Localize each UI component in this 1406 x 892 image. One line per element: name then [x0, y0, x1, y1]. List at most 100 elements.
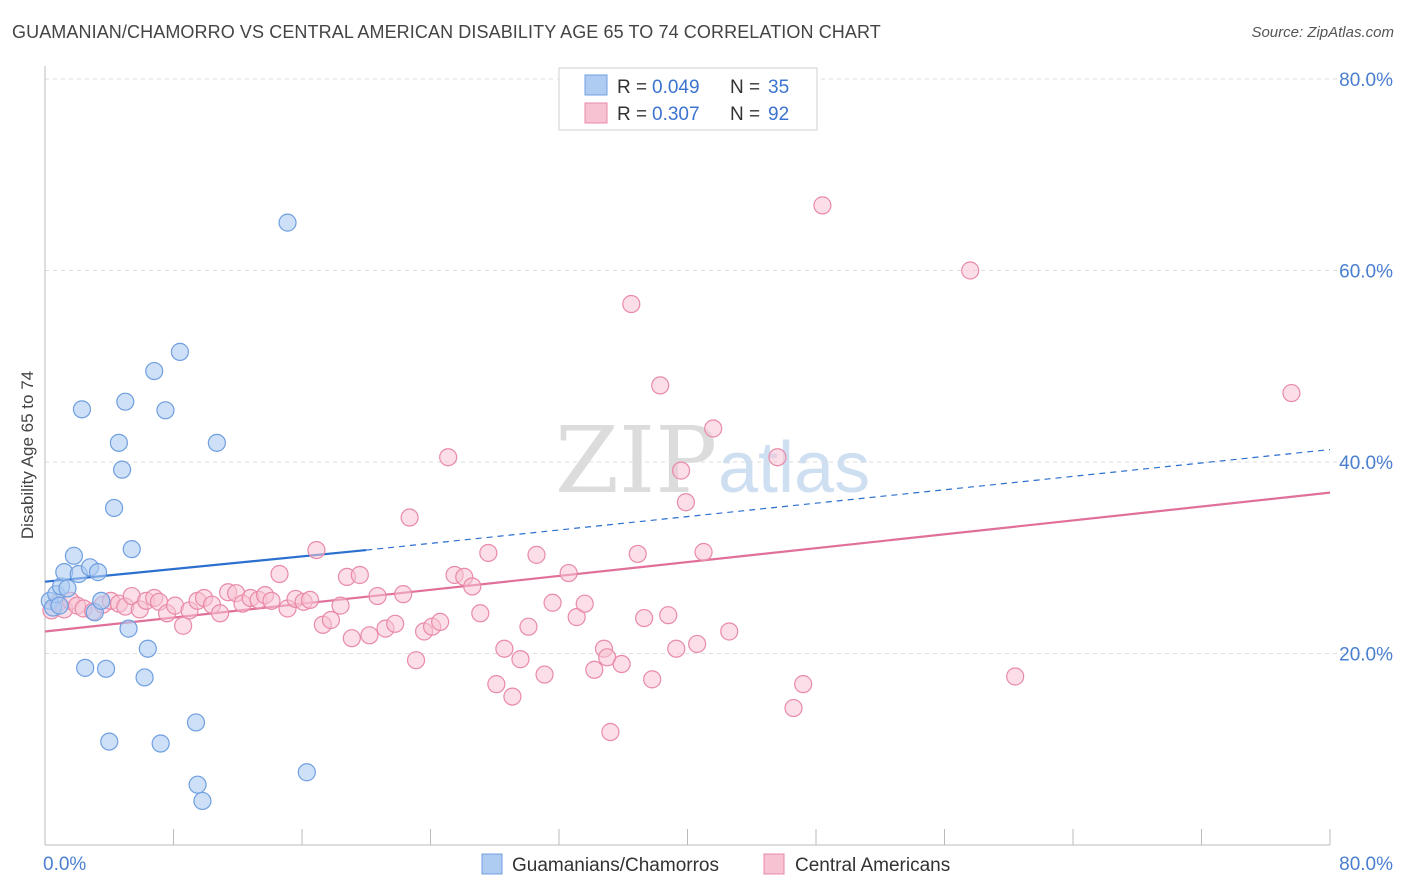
x-tick-labels: 0.0% 80.0% [43, 854, 1393, 875]
central-americans-point [174, 616, 193, 635]
legend-n-label: N = [730, 77, 760, 98]
central-americans-point [688, 634, 707, 654]
central-americans-point [784, 698, 803, 718]
central-americans-point [439, 448, 458, 467]
gridlines [45, 78, 1392, 654]
central-americans-point [394, 585, 413, 604]
central-americans-point [262, 591, 281, 610]
central-americans-point [270, 564, 289, 584]
y-tick-label: 20.0% [1339, 645, 1393, 666]
guamanians-point [72, 400, 92, 419]
guamanians-point [188, 775, 207, 794]
guamanians-point [109, 433, 128, 452]
guamanians-point [207, 433, 226, 452]
central-americans-point [676, 493, 695, 512]
central-americans-point [210, 604, 230, 623]
central-americans-point [511, 650, 530, 669]
central-americans-point [471, 604, 490, 623]
guamanians-point [88, 563, 108, 582]
legend-r-label: R = [617, 104, 647, 125]
central-americans-point [622, 294, 641, 314]
central-americans-point [635, 608, 654, 628]
central-americans-point [813, 196, 832, 215]
guamanians-point [58, 579, 77, 598]
central-americans-point [585, 660, 604, 679]
central-americans-point [694, 542, 713, 562]
guamanians-point [92, 591, 111, 610]
central-americans-point [720, 622, 739, 641]
central-americans-point [704, 419, 723, 438]
series-swatch-guamanians [481, 853, 503, 875]
central-americans-point [667, 639, 686, 658]
watermark-atlas: atlas [718, 428, 870, 508]
central-americans-point [961, 261, 980, 280]
central-americans-point [463, 577, 482, 596]
legend-n-value: 35 [768, 77, 789, 98]
central-americans-point [342, 629, 361, 648]
chart-title: GUAMANIAN/CHAMORRO VS CENTRAL AMERICAN D… [12, 22, 881, 42]
central-americans-point [495, 639, 514, 658]
central-americans-point [307, 540, 326, 560]
series-label-central-americans: Central Americans [795, 855, 950, 876]
central-americans-point [503, 687, 522, 706]
central-americans-point [651, 376, 670, 395]
central-americans-point [659, 606, 678, 625]
x-tick-label-max: 80.0% [1339, 854, 1393, 875]
central-americans-point [612, 654, 631, 674]
central-americans-point [628, 544, 647, 564]
guamanians-point [193, 791, 212, 811]
guamanians-point [64, 546, 84, 565]
central-americans-point [527, 545, 546, 564]
guamanians-point [100, 732, 119, 751]
legend-r-label: R = [617, 77, 647, 98]
central-americans-point [479, 543, 498, 563]
central-americans-point [768, 448, 787, 467]
central-americans-point [321, 610, 341, 630]
legend-r-value: 0.307 [652, 104, 700, 125]
central-americans-point [643, 670, 662, 689]
central-americans-point [487, 675, 506, 694]
guamanians-point [151, 734, 170, 753]
legend-n-label: N = [730, 104, 760, 125]
correlation-legend: R = 0.049 N = 35 R = 0.307 N = 92 [558, 67, 818, 131]
central-americans-point [406, 651, 426, 670]
y-axis-label: Disability Age 65 to 74 [18, 370, 37, 540]
guamanians-point [50, 596, 69, 615]
guamanians-point [76, 658, 95, 677]
central-americans-point [350, 565, 369, 585]
guamanians-point [122, 540, 141, 559]
guamanians-point [145, 361, 164, 381]
central-americans-point [601, 722, 620, 742]
guamanians-point [104, 498, 124, 518]
guamanians-point [112, 460, 132, 479]
guamanians-point [116, 392, 135, 411]
central-americans-point [671, 461, 691, 480]
guamanians-point [278, 213, 297, 232]
legend-swatch-pink [584, 102, 608, 124]
central-americans-point [368, 586, 387, 606]
central-americans-point [431, 612, 450, 632]
series-label-guamanians: Guamanians/Chamorros [512, 855, 719, 876]
y-tick-label: 40.0% [1339, 453, 1393, 474]
guamanians-point [156, 401, 175, 420]
central-americans-point [519, 617, 538, 636]
guamanians-trend-extension [366, 448, 1331, 551]
central-americans-point [360, 626, 379, 645]
source-credit: Source: ZipAtlas.com [1251, 24, 1394, 41]
central-americans-point [794, 675, 813, 694]
guamanians-point [186, 713, 206, 732]
guamanians-point [135, 668, 154, 687]
y-tick-label: 80.0% [1339, 70, 1393, 91]
guamanians-points [40, 213, 316, 811]
central-americans-points [42, 196, 1301, 742]
series-swatch-central-americans [763, 853, 785, 875]
central-americans-point [567, 608, 586, 627]
central-americans-point [300, 590, 320, 609]
central-americans-point [543, 593, 562, 612]
y-tick-label: 60.0% [1339, 262, 1393, 283]
central-americans-point [575, 594, 594, 613]
guamanians-point [119, 619, 138, 638]
axes [44, 66, 1331, 846]
legend-n-value: 92 [768, 104, 789, 125]
